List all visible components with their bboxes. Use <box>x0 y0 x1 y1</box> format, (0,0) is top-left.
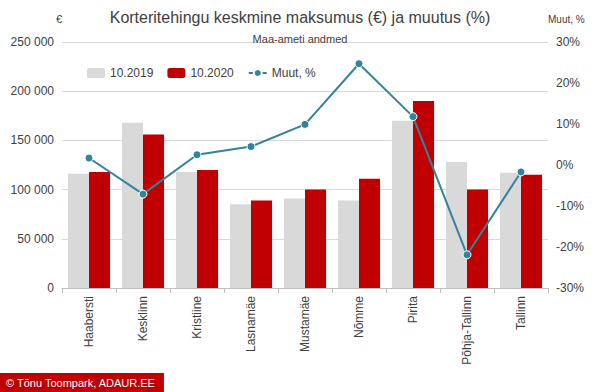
svg-text:150 000: 150 000 <box>11 133 55 147</box>
svg-text:Nõmme: Nõmme <box>352 296 366 338</box>
svg-text:© Tõnu Toompark, ADAUR.EE: © Tõnu Toompark, ADAUR.EE <box>6 377 155 389</box>
svg-text:0: 0 <box>47 281 54 295</box>
svg-text:-10%: -10% <box>556 199 584 213</box>
svg-text:Haabersti: Haabersti <box>82 296 96 347</box>
svg-text:200 000: 200 000 <box>11 84 55 98</box>
svg-text:Muut, %: Muut, % <box>272 66 316 80</box>
svg-text:Pirita: Pirita <box>406 296 420 324</box>
svg-text:20%: 20% <box>556 76 580 90</box>
svg-text:€: € <box>56 13 62 25</box>
svg-text:Kesklinn: Kesklinn <box>136 296 150 341</box>
svg-text:100 000: 100 000 <box>11 183 55 197</box>
svg-text:Korteritehingu keskmine maksum: Korteritehingu keskmine maksumus (€) ja … <box>110 9 491 26</box>
svg-text:Kristiine: Kristiine <box>190 296 204 339</box>
svg-text:10.2019: 10.2019 <box>110 66 154 80</box>
svg-text:Muut, %: Muut, % <box>548 14 585 25</box>
svg-text:Mustamäe: Mustamäe <box>298 296 312 352</box>
svg-text:-20%: -20% <box>556 240 584 254</box>
svg-text:Lasnamäe: Lasnamäe <box>244 296 258 352</box>
svg-text:Tallinn: Tallinn <box>514 296 528 330</box>
svg-text:10.2020: 10.2020 <box>190 66 234 80</box>
svg-text:-30%: -30% <box>556 281 584 295</box>
svg-text:10%: 10% <box>556 117 580 131</box>
svg-text:0%: 0% <box>556 158 574 172</box>
svg-text:50 000: 50 000 <box>17 232 54 246</box>
svg-text:30%: 30% <box>556 35 580 49</box>
svg-text:250 000: 250 000 <box>11 35 55 49</box>
svg-text:Maa-ameti andmed: Maa-ameti andmed <box>253 33 348 45</box>
svg-text:Põhja-Tallinn: Põhja-Tallinn <box>460 296 474 365</box>
